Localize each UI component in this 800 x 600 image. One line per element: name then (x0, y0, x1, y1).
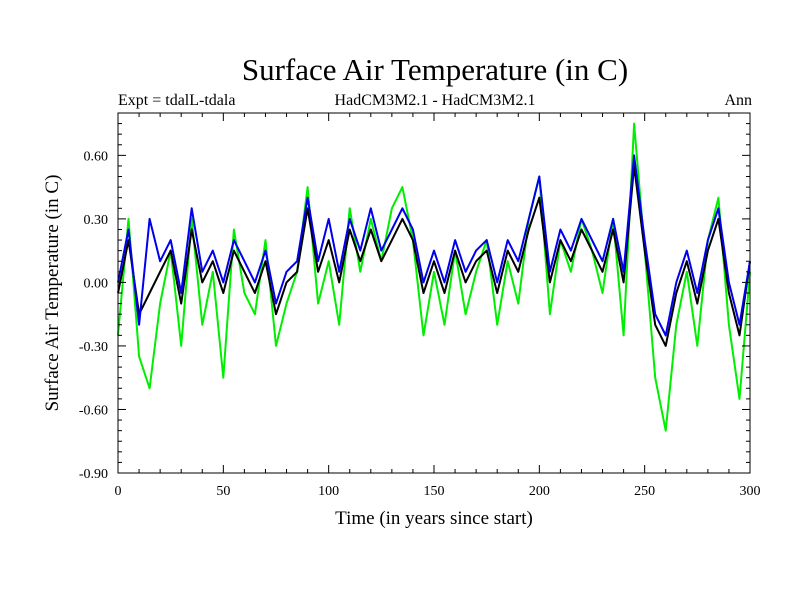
x-tick-label: 250 (634, 484, 655, 499)
series-line-black (117, 164, 751, 347)
y-axis-label: Surface Air Temperature (in C) (42, 175, 63, 412)
y-tick-label: 0.00 (84, 276, 109, 291)
y-tick-label: -0.60 (79, 403, 108, 418)
x-axis-label: Time (in years since start) (335, 508, 533, 529)
experiment-label: Expt = tdalL-tdala (118, 92, 236, 109)
y-tick-label: 0.60 (84, 149, 109, 164)
series-layer (117, 122, 751, 432)
x-tick-label: 200 (529, 484, 550, 499)
period-label: Ann (724, 92, 752, 109)
series-line-blue (117, 154, 751, 337)
y-tick-label: -0.30 (79, 340, 108, 355)
x-tick-label: 150 (424, 484, 445, 499)
plot-frame (117, 112, 751, 474)
y-tick-label: -0.90 (79, 467, 108, 482)
chart-title: Surface Air Temperature (in C) (241, 52, 629, 87)
series-line-green (117, 122, 751, 432)
ticks-layer: 0 50 100 150 200 250 300 -0.90 -0.60 -0.30 0.00 0.3… (79, 112, 761, 499)
y-tick-label: 0.30 (84, 213, 109, 228)
x-tick-label: 100 (318, 484, 339, 499)
x-tick-label: 300 (740, 484, 761, 499)
model-label: HadCM3M2.1 - HadCM3M2.1 (334, 92, 536, 109)
x-tick-label: 0 (115, 484, 122, 499)
x-tick-label: 50 (216, 484, 230, 499)
